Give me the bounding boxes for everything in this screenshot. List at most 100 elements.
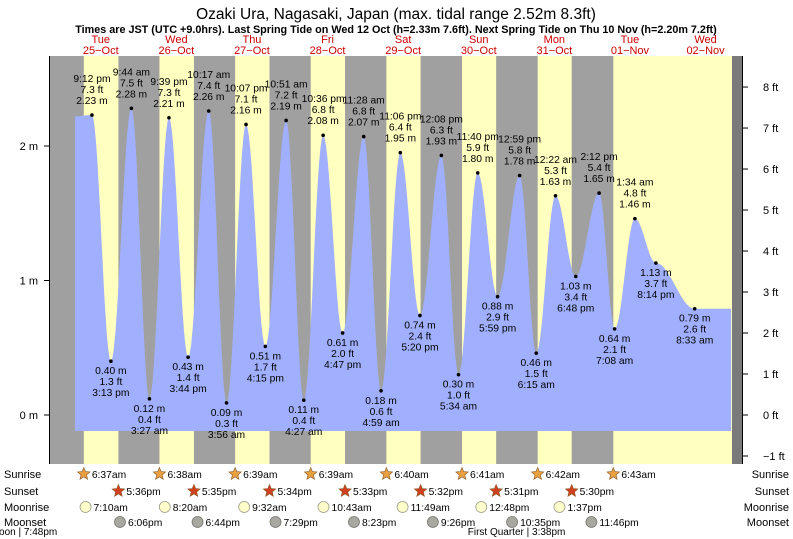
- extreme-label: 2.6 ft: [683, 325, 706, 336]
- sunrise-time: 6:43am: [621, 470, 655, 481]
- extreme-label: 12:22 am: [534, 155, 577, 166]
- sunrise-time: 6:39am: [243, 470, 277, 481]
- extreme-label: 2.08 m: [307, 116, 338, 127]
- extreme-label: 2.23 m: [76, 96, 107, 107]
- extreme-label: 2.07 m: [348, 118, 379, 129]
- tide-area: [74, 108, 732, 432]
- extreme-label: 5:34 am: [440, 402, 477, 413]
- moonset-icon: [114, 516, 126, 528]
- extreme-label: 7.5 ft: [120, 78, 143, 89]
- extreme-point: [284, 118, 288, 123]
- extreme-label: 0.51 m: [250, 351, 281, 362]
- extreme-label: 0.61 m: [327, 338, 358, 349]
- day-date: 28−Oct: [310, 45, 346, 57]
- sunrise-time: 6:42am: [546, 470, 580, 481]
- extreme-point: [495, 294, 500, 299]
- extreme-point: [244, 122, 248, 127]
- sunrise-time: 6:39am: [319, 470, 353, 481]
- extreme-label: 1.65 m: [583, 174, 614, 185]
- extreme-label: 1.63 m: [540, 177, 571, 188]
- moonrise-icon: [238, 501, 251, 513]
- extreme-point: [224, 401, 229, 405]
- sunset-time: 5:36pm: [126, 487, 160, 498]
- extreme-label: 7.3 ft: [158, 88, 181, 99]
- extreme-label: 12:59 pm: [498, 135, 541, 146]
- extreme-point: [129, 106, 134, 111]
- extreme-label: 6:15 am: [518, 380, 555, 391]
- day-name: Sun: [469, 34, 489, 46]
- extreme-label: 2.0 ft: [331, 349, 354, 360]
- right-tick-label: 6 ft: [763, 164, 778, 176]
- day-name: Fri: [321, 34, 334, 46]
- day-date: 29−Oct: [385, 45, 421, 57]
- sunset-time: 5:30pm: [580, 487, 614, 498]
- extreme-point: [321, 133, 325, 138]
- extreme-label: 2.4 ft: [408, 331, 431, 342]
- extreme-label: 2.28 m: [116, 89, 147, 100]
- extreme-label: 7.2 ft: [275, 90, 298, 101]
- extreme-label: 2.9 ft: [486, 313, 509, 324]
- extreme-label: 0.6 ft: [370, 407, 393, 418]
- extreme-label: 3.7 ft: [644, 279, 667, 290]
- extreme-point: [186, 355, 190, 359]
- extreme-label: 0.30 m: [443, 380, 474, 391]
- extreme-label: 1.5 ft: [525, 369, 548, 380]
- extreme-label: 0.09 m: [211, 408, 242, 419]
- moonset-time: 7:29pm: [284, 518, 318, 529]
- day-name: Wed: [165, 34, 187, 46]
- extreme-label: 4:59 am: [362, 418, 399, 429]
- extreme-point: [301, 398, 306, 403]
- right-tick-label: −1 ft: [763, 451, 785, 463]
- day-date: 27−Oct: [234, 45, 270, 57]
- left-tick-label: 0 m: [20, 410, 38, 422]
- moonrise-time: 9:32am: [252, 503, 286, 514]
- extreme-label: 9:44 am: [113, 67, 150, 78]
- moonset-time: 6:06pm: [128, 518, 162, 529]
- left-tick-label: 2 m: [20, 141, 38, 153]
- extreme-point: [654, 261, 658, 265]
- sunrise-time: 6:40am: [394, 470, 428, 481]
- extreme-point: [109, 359, 113, 364]
- sunset-icon: [489, 483, 504, 497]
- extreme-label: 6.8 ft: [352, 107, 375, 118]
- extreme-label: 7.3 ft: [80, 85, 103, 96]
- extreme-point: [340, 331, 345, 335]
- sunset-icon: [111, 483, 126, 497]
- moonrise-icon: [475, 501, 488, 513]
- right-tick-label: 3 ft: [763, 287, 778, 299]
- row-label-right: Moonset: [747, 517, 789, 529]
- extreme-label: 1.0 ft: [447, 391, 470, 402]
- extreme-point: [597, 191, 601, 195]
- row-label-left: Moonset: [4, 517, 46, 529]
- sunrise-icon: [455, 466, 469, 480]
- right-tick-label: 8 ft: [763, 82, 778, 94]
- extreme-label: 0.88 m: [482, 302, 513, 313]
- chart-end-strip: [732, 56, 742, 464]
- row-label-left: Sunset: [4, 486, 38, 498]
- sunrise-icon: [228, 466, 243, 480]
- day-name: Sat: [395, 34, 412, 46]
- moonrise-time: 10:43am: [332, 503, 372, 514]
- extreme-point: [456, 372, 461, 377]
- moonset-time: 11:46pm: [599, 518, 638, 529]
- sunset-icon: [413, 483, 428, 497]
- extreme-point: [90, 113, 94, 117]
- moonrise-time: 8:20am: [173, 503, 207, 514]
- extreme-point: [398, 150, 403, 155]
- extreme-label: 5:20 pm: [401, 342, 438, 353]
- sunset-time: 5:31pm: [504, 487, 538, 498]
- moonset-time: 10:35pm: [520, 518, 560, 529]
- sunset-time: 5:32pm: [429, 487, 463, 498]
- chart-subtitle: Times are JST (UTC +9.0hrs). Last Spring…: [75, 24, 717, 36]
- right-tick-label: 4 ft: [763, 246, 778, 258]
- extreme-label: 8:14 pm: [637, 290, 674, 301]
- extreme-label: 12:08 pm: [420, 114, 463, 125]
- right-tick-label: 2 ft: [763, 328, 778, 340]
- chart-header: Ozaki Ura, Nagasaki, Japan (max. tidal r…: [75, 6, 717, 36]
- extreme-label: 7:08 am: [596, 356, 633, 367]
- extreme-label: 6.8 ft: [312, 105, 335, 116]
- extreme-label: 11:06 pm: [379, 112, 421, 123]
- extreme-label: 0.74 m: [404, 320, 435, 331]
- extreme-point: [379, 388, 383, 393]
